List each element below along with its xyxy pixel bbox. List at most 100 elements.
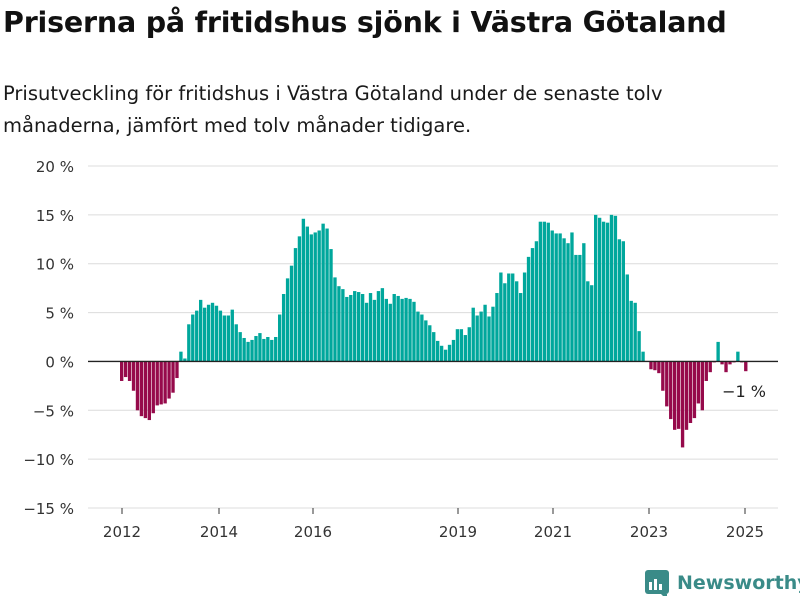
bar — [147, 361, 151, 421]
bar — [704, 361, 708, 381]
bar — [289, 265, 294, 362]
y-tick-label: −15 % — [23, 500, 74, 518]
gridlines — [88, 165, 778, 509]
x-tick-label: 2021 — [534, 523, 572, 541]
bar — [250, 339, 254, 362]
bar — [226, 315, 230, 362]
bar — [700, 361, 704, 411]
bar — [522, 272, 527, 362]
bar — [349, 294, 353, 362]
bar — [499, 272, 503, 362]
bar — [558, 233, 562, 362]
bar — [653, 361, 657, 371]
bar — [234, 324, 238, 362]
bar — [590, 285, 594, 362]
bar — [341, 289, 345, 362]
bar — [123, 361, 128, 378]
bar — [546, 222, 550, 362]
bar — [669, 361, 673, 420]
bar — [309, 234, 313, 362]
bar — [665, 361, 669, 407]
brand-logo[interactable]: Newsworthy — [645, 570, 800, 596]
bar — [159, 361, 163, 405]
bars — [88, 214, 778, 448]
bar — [392, 294, 396, 362]
bar — [483, 304, 487, 362]
bar — [246, 341, 250, 362]
bar — [424, 320, 428, 362]
last-value-annotation: −1 % — [722, 382, 766, 401]
bar — [404, 297, 408, 362]
bar — [471, 307, 475, 362]
bar — [562, 238, 566, 362]
bar — [131, 361, 136, 391]
bar — [337, 286, 341, 362]
bar — [439, 345, 444, 362]
y-axis-ticks: 20 % 15 % 10 % 5 % 0 % −5 % −10 % −15 % — [23, 158, 74, 518]
bar — [720, 361, 724, 365]
bar — [274, 337, 278, 362]
bar — [649, 361, 653, 370]
x-tick-label: 2016 — [294, 523, 332, 541]
bar — [657, 361, 661, 374]
bar — [455, 329, 460, 362]
bar — [396, 295, 400, 362]
bar — [594, 214, 598, 362]
bar — [736, 351, 740, 362]
brand-name: Newsworthy — [677, 572, 800, 594]
bar — [684, 361, 689, 430]
bar — [692, 361, 697, 419]
bar — [479, 311, 483, 362]
bar — [400, 298, 404, 362]
x-tick-label: 2023 — [630, 523, 668, 541]
bar — [708, 361, 712, 373]
bar — [372, 299, 377, 362]
bar — [171, 361, 175, 393]
bar — [230, 309, 234, 362]
bar — [601, 221, 606, 362]
bar — [258, 333, 262, 362]
x-tick-label: 2014 — [200, 523, 238, 541]
bar — [321, 223, 325, 362]
bar — [487, 316, 491, 362]
x-tick-label: 2019 — [439, 523, 477, 541]
bar — [408, 298, 412, 362]
bar — [195, 310, 199, 362]
bar — [238, 332, 242, 362]
bar — [570, 232, 574, 362]
bar — [609, 214, 614, 362]
bar — [542, 221, 546, 362]
bar — [475, 315, 479, 362]
bar — [515, 281, 519, 362]
bar — [266, 337, 270, 362]
x-tick-label: 2012 — [103, 523, 141, 541]
bar — [633, 302, 637, 362]
bar — [127, 361, 132, 381]
bar — [613, 215, 618, 362]
bar — [641, 351, 645, 362]
chart-title: Priserna på fritidshus sjönk i Västra Gö… — [3, 6, 727, 39]
bar — [120, 361, 124, 381]
bar — [325, 228, 329, 362]
bar — [301, 218, 306, 362]
bar — [384, 298, 388, 362]
bar — [388, 303, 392, 362]
bar — [447, 344, 452, 362]
bar — [297, 236, 302, 362]
bar — [135, 361, 140, 411]
bar — [293, 248, 298, 362]
bar — [676, 361, 681, 429]
bar — [724, 361, 728, 373]
bar — [554, 233, 558, 362]
bar — [416, 311, 420, 362]
bar — [242, 337, 246, 362]
bar — [744, 361, 748, 372]
bar — [222, 315, 227, 362]
bar — [345, 296, 349, 362]
y-tick-label: 5 % — [45, 305, 74, 323]
bar — [518, 293, 523, 362]
bar — [432, 332, 436, 362]
bar — [202, 307, 207, 362]
bar — [368, 293, 373, 362]
bar — [143, 361, 148, 419]
